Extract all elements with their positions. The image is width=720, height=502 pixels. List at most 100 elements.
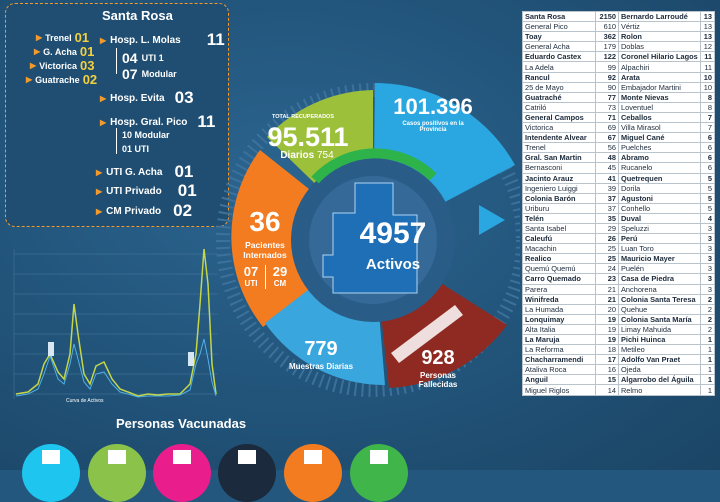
location-victorica: ▶ Victorica 03: [30, 58, 95, 73]
table-cell-count: 25: [594, 243, 619, 255]
table-cell-locality: Macachin: [522, 243, 596, 255]
table-cell-count: 5: [699, 182, 716, 194]
table-cell-locality: Rucanelo: [617, 162, 701, 174]
location-trenel: ▶ Trenel 01: [36, 30, 90, 45]
molas-modular: 07 Modular: [122, 66, 177, 82]
diarios-row: Diarios 754: [280, 150, 334, 161]
table-cell-count: 13: [699, 31, 716, 43]
table-row: Realico 25 Mauricio Mayer 3: [522, 253, 716, 265]
table-cell-count: 11: [699, 51, 716, 63]
chart-caption: Curva de Activos: [66, 398, 104, 404]
table-cell-locality: Santa Isabel: [522, 222, 596, 235]
table-cell-locality: Anguil: [522, 374, 596, 386]
table-cell-locality: General Acha: [522, 41, 596, 53]
table-cell-locality: Lonquimay: [522, 313, 596, 325]
table-cell-count: 2: [699, 303, 716, 315]
uti-label: UTI: [244, 279, 258, 288]
table-cell-count: 73: [594, 101, 619, 113]
table-cell-locality: Gral. San Martin: [522, 152, 596, 164]
table-cell-locality: Colonia Barón: [522, 192, 596, 204]
table-cell-locality: General Pico: [522, 21, 596, 33]
table-cell-count: 39: [594, 182, 619, 194]
table-cell-count: 12: [699, 41, 716, 53]
data-label: [48, 342, 54, 356]
table-cell-count: 21: [594, 293, 619, 305]
triangle-icon: ▶: [96, 167, 103, 177]
table-cell-count: 2: [699, 293, 716, 305]
table-cell-locality: Vértiz: [617, 21, 701, 33]
table-cell-locality: Duval: [617, 212, 701, 224]
table-cell-count: 13: [699, 10, 716, 23]
table-cell-locality: La Reforma: [522, 344, 596, 356]
fallecidas-value: 928: [421, 347, 455, 369]
table-cell-locality: Quemú Quemú: [522, 263, 596, 275]
table-cell-locality: Caleufú: [522, 233, 596, 245]
casos-value: 101.396: [393, 94, 473, 119]
table-cell-count: 179: [594, 41, 619, 53]
table-cell-locality: Toay: [522, 31, 596, 43]
table-row: Eduardo Castex 122 Coronel Hilario Lagos 11: [522, 51, 716, 63]
pico-modular: 10 Modular: [122, 130, 170, 140]
table-cell-locality: Chacharramendi: [522, 354, 596, 366]
table-cell-locality: Adolfo Van Praet: [617, 354, 701, 366]
table-row: Catriló 73 Loventuel 8: [522, 101, 716, 113]
table-cell-locality: Parera: [522, 283, 596, 295]
triangle-icon: ▶: [30, 61, 37, 70]
table-cell-locality: Bernardo Larroudé: [617, 10, 701, 23]
table-cell-locality: Limay Mahuida: [617, 323, 701, 336]
triangle-icon: ▶: [26, 75, 33, 84]
summary-wheel: [216, 82, 520, 397]
table-cell-locality: Victorica: [522, 122, 596, 134]
table-cell-count: 10: [699, 81, 716, 93]
muestras-label: Muestras Diarias: [288, 362, 354, 371]
table-row: Trenel 56 Puelches 6: [522, 142, 716, 154]
table-row: Intendente Alvear 67 Miguel Cané 6: [522, 132, 716, 144]
table-cell-count: 37: [594, 192, 619, 204]
table-row: Bernasconi 45 Rucanelo 6: [522, 162, 716, 174]
triangle-icon: ▶: [96, 186, 103, 196]
table-cell-locality: Villa Mirasol: [617, 122, 701, 134]
location-gacha: ▶ G. Acha 01: [34, 44, 95, 59]
table-cell-count: 14: [594, 384, 619, 396]
table-cell-locality: Carro Quemado: [522, 273, 596, 285]
table-cell-count: 21: [594, 283, 619, 295]
province-map-shape: [322, 182, 418, 294]
series-line-green: [15, 248, 217, 397]
activos-value: 4957: [359, 217, 427, 250]
table-cell-locality: Rolon: [617, 31, 701, 43]
casos-label: Casos positivos en la Provincia: [402, 121, 464, 133]
table-row: La Maruja 19 Pichi Huinca 1: [522, 333, 716, 346]
table-cell-locality: La Humada: [522, 303, 596, 315]
data-label: [188, 352, 194, 366]
table-cell-count: 19: [594, 333, 619, 346]
uti-privado: ▶ UTI Privado 01: [96, 181, 197, 200]
table-cell-count: 90: [594, 81, 619, 93]
triangle-icon: ▶: [96, 206, 103, 216]
table-cell-locality: Perú: [617, 233, 701, 245]
muestras-value: 779: [304, 338, 338, 360]
table-row: Quemú Quemú 24 Puelén 3: [522, 263, 716, 275]
table-row: Rancul 92 Arata 10: [522, 71, 716, 83]
table-row: Caleufú 26 Perú 3: [522, 233, 716, 245]
table-row: Victorica 69 Villa Mirasol 7: [522, 122, 716, 134]
table-cell-locality: Alpachiri: [617, 61, 701, 73]
table-cell-locality: Colonia Santa María: [617, 313, 701, 325]
table-cell-count: 3: [699, 273, 716, 285]
table-cell-count: 56: [594, 142, 619, 154]
table-cell-count: 3: [699, 243, 716, 255]
table-cell-count: 610: [594, 21, 619, 33]
divider: [265, 265, 266, 289]
table-cell-count: 35: [594, 212, 619, 224]
table-row: Anguil 15 Algarrobo del Águila 1: [522, 374, 716, 386]
table-row: General Campos 71 Ceballos 7: [522, 111, 716, 124]
table-cell-count: 1: [699, 333, 716, 346]
table-cell-locality: Puelén: [617, 263, 701, 275]
table-cell-count: 16: [594, 364, 619, 376]
table-cell-locality: Uriburu: [522, 202, 596, 214]
table-cell-count: 45: [594, 162, 619, 174]
table-cell-locality: Monte Nievas: [617, 91, 701, 103]
vaccine-circle-1: [22, 444, 80, 502]
table-cell-locality: Catriló: [522, 101, 596, 113]
table-cell-locality: Puelches: [617, 142, 701, 154]
table-row: La Humada 20 Quehue 2: [522, 303, 716, 315]
